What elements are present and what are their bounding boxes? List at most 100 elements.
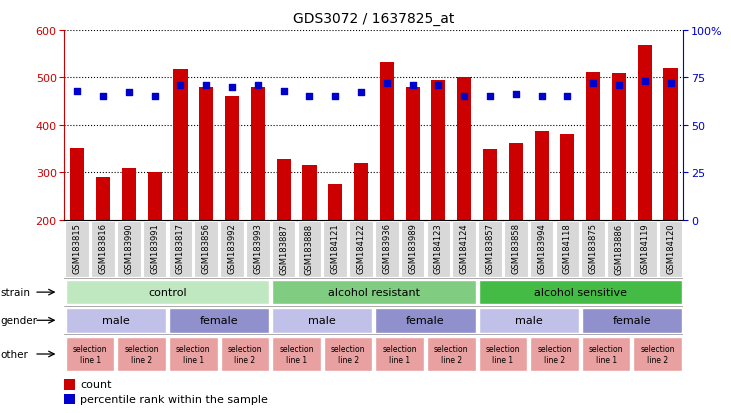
Text: GSM183992: GSM183992 [227,223,237,273]
Text: GSM183856: GSM183856 [202,223,211,274]
Text: control: control [148,287,187,297]
Point [278,88,289,95]
Bar [634,337,682,371]
Bar [556,222,579,277]
Bar [199,88,213,221]
Bar [118,337,166,371]
Bar [220,222,244,277]
Text: GSM183886: GSM183886 [615,223,624,274]
Text: GSM183817: GSM183817 [176,223,185,274]
Bar [659,222,683,277]
Bar [354,164,368,221]
Bar [251,88,265,221]
Text: male: male [515,316,542,325]
Point [252,82,264,89]
Bar [169,222,192,277]
Text: male: male [102,316,130,325]
Bar [509,144,523,221]
Text: GSM184119: GSM184119 [640,223,649,273]
Bar [530,222,553,277]
Text: GSM183887: GSM183887 [279,223,288,274]
Text: selection
line 1: selection line 1 [176,344,211,364]
Bar [169,308,269,333]
Text: GSM183990: GSM183990 [124,223,133,273]
Point [639,78,651,85]
Bar [530,337,579,371]
Bar [376,308,476,333]
Bar [66,280,269,305]
Text: GSM183857: GSM183857 [485,223,494,274]
Text: selection
line 2: selection line 2 [124,344,159,364]
Text: female: female [406,316,445,325]
Text: GSM184124: GSM184124 [460,223,469,273]
Bar [173,69,188,221]
Bar [96,177,110,221]
Text: selection
line 1: selection line 1 [279,344,314,364]
Text: alcohol sensitive: alcohol sensitive [534,287,626,297]
Bar [607,222,631,277]
Text: selection
line 2: selection line 2 [640,344,675,364]
Bar [637,46,652,221]
Text: other: other [1,349,29,359]
Bar [504,222,528,277]
Bar [169,337,218,371]
Point [458,94,470,100]
Bar [664,69,678,221]
Text: female: female [200,316,238,325]
Bar [225,97,239,221]
Bar [64,394,75,404]
Bar [560,135,575,221]
Bar [272,337,321,371]
Point [175,82,186,89]
Point [587,81,599,87]
Bar [479,280,682,305]
Text: female: female [613,316,651,325]
Point [381,81,393,87]
Point [303,94,315,100]
Bar [272,280,476,305]
Text: GSM183815: GSM183815 [72,223,82,273]
Text: count: count [80,380,112,389]
Bar [452,222,476,277]
Point [226,84,238,91]
Bar [582,308,682,333]
Bar [401,222,425,277]
Text: GSM183989: GSM183989 [408,223,417,273]
Bar [586,73,600,221]
Bar [457,78,471,221]
Point [330,94,341,100]
Text: selection
line 2: selection line 2 [227,344,262,364]
Text: GSM184122: GSM184122 [357,223,366,273]
Bar [375,222,398,277]
Point [433,82,444,89]
Text: selection
line 2: selection line 2 [537,344,572,364]
Bar [612,74,626,221]
Bar [376,337,424,371]
Point [123,90,135,97]
Text: alcohol resistant: alcohol resistant [328,287,420,297]
Bar [70,148,84,221]
Bar [479,337,527,371]
Bar [66,337,114,371]
Text: selection
line 1: selection line 1 [73,344,107,364]
Point [355,90,367,97]
Bar [221,337,269,371]
Bar [431,81,445,221]
Text: GSM184120: GSM184120 [666,223,675,273]
Bar [324,337,372,371]
Text: male: male [308,316,336,325]
Point [561,94,573,100]
Point [72,88,83,95]
Bar [272,222,295,277]
Text: GSM183858: GSM183858 [511,223,520,274]
Text: selection
line 1: selection line 1 [485,344,520,364]
Bar [581,222,605,277]
Bar [91,222,115,277]
Text: percentile rank within the sample: percentile rank within the sample [80,394,268,404]
Bar [534,131,549,221]
Point [536,94,548,100]
Text: GSM184118: GSM184118 [563,223,572,273]
Bar [66,308,166,333]
Text: GSM183991: GSM183991 [150,223,159,273]
Bar [194,222,218,277]
